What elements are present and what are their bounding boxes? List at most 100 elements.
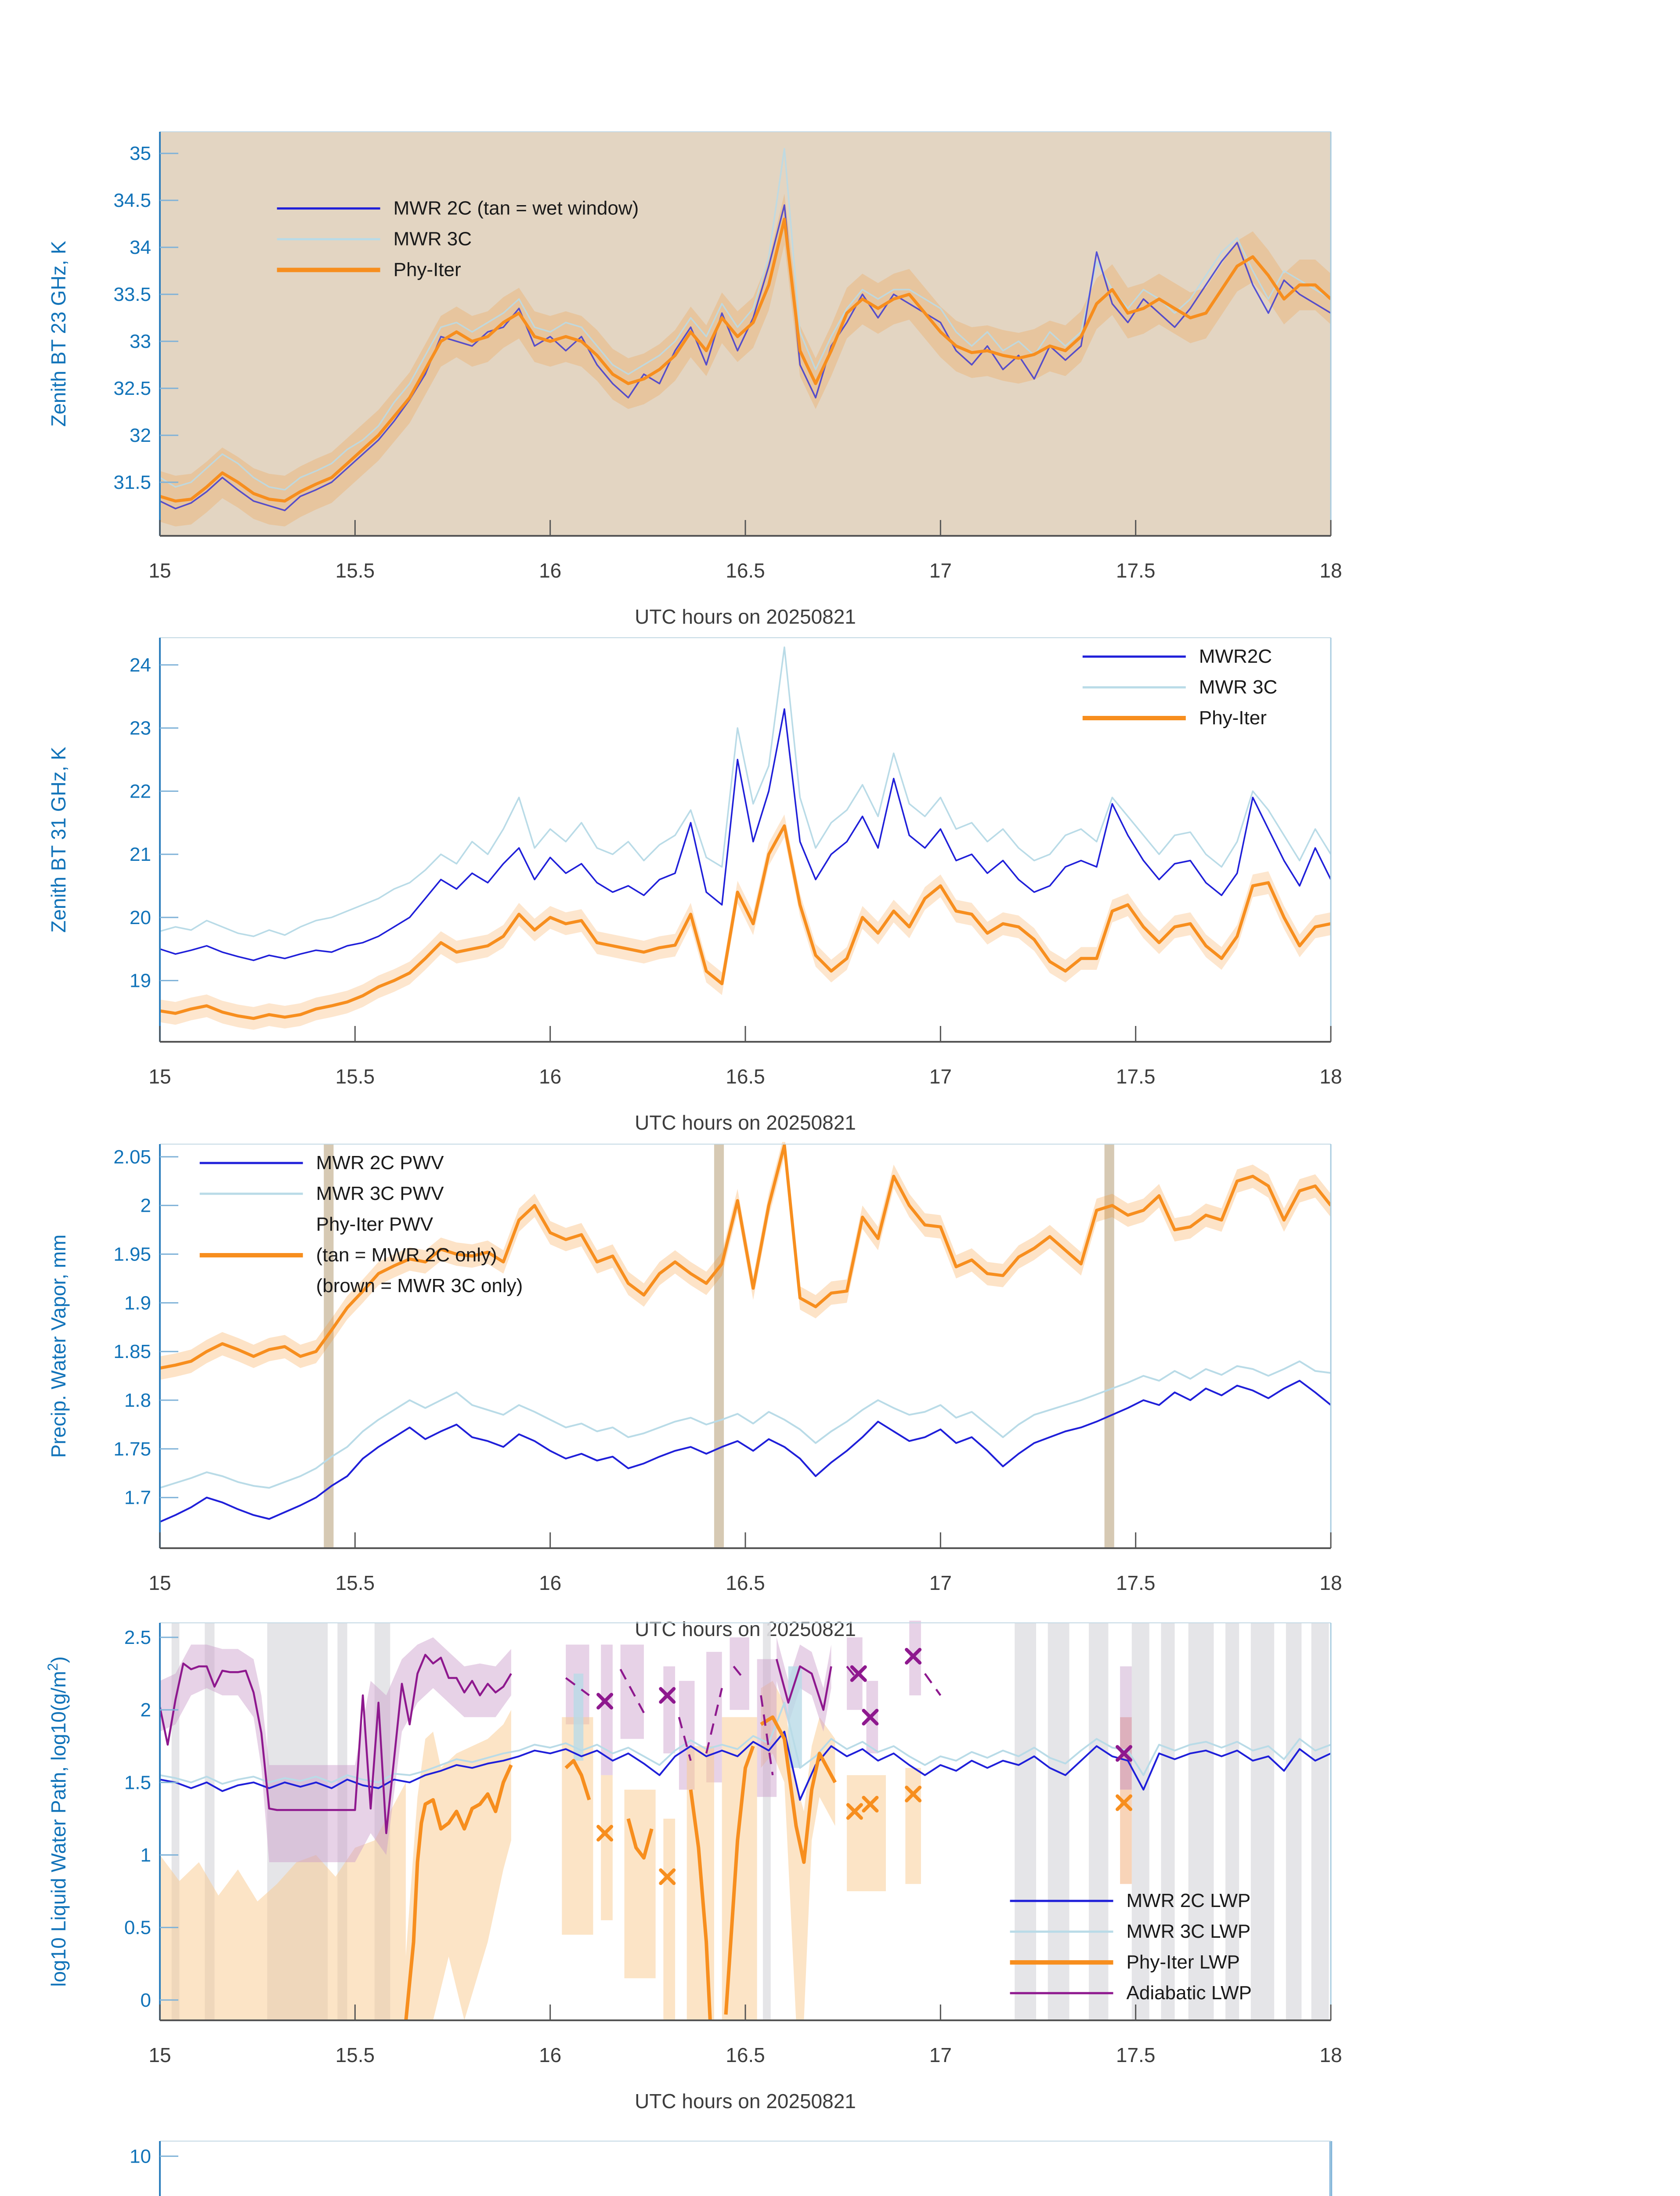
flag-band (1250, 1623, 1275, 2020)
legend-label: Phy-Iter PWV (316, 1214, 434, 1235)
flag-band (714, 1144, 724, 1548)
y-tick-label: 33.5 (113, 284, 151, 305)
y-tick-label: 21 (130, 844, 151, 865)
legend-label: MWR 3C (1199, 676, 1277, 698)
x-tick-label: 16.5 (726, 1571, 765, 1594)
series-adiabatic_dashed (705, 1688, 723, 1754)
envelope-bar (624, 1789, 656, 1979)
y-tick-label: 2.5 (124, 1627, 151, 1648)
y-tick-label: 22 (130, 780, 151, 802)
x-tick-label: 15 (148, 1571, 171, 1594)
x-tick-label: 18 (1319, 1571, 1342, 1594)
x-marker (1116, 1794, 1133, 1811)
legend-label: Phy-Iter (394, 259, 461, 281)
x-tick-label: 17.5 (1116, 2044, 1156, 2066)
uncertainty-envelope (160, 194, 1331, 527)
series-phyiter (160, 824, 1331, 1020)
series-adiabatic (160, 1654, 512, 1835)
y-tick-label: 23 (130, 718, 151, 739)
x-tick-label: 17 (929, 1065, 952, 1088)
flag-band (1311, 1623, 1329, 2020)
x-tick-label: 18 (1319, 2044, 1342, 2066)
x-tick-label: 17.5 (1116, 559, 1156, 582)
series-mwr2c (160, 1380, 1331, 1523)
legend: MWR 2C (tan = wet window) MWR 3C Phy-Iter (277, 198, 639, 281)
series-phyiter (160, 1143, 1331, 1370)
uncertainty-envelope (160, 1142, 1331, 1380)
x-tick-label: 16.5 (726, 2044, 765, 2066)
x-marker (659, 1868, 676, 1885)
x-tick-label: 17.5 (1116, 1571, 1156, 1594)
x-tick-label: 15.5 (336, 2044, 375, 2066)
y-tick-label: 0 (141, 1990, 151, 2011)
legend-label: Phy-Iter (1199, 707, 1267, 729)
y-tick-label: 24 (130, 654, 151, 676)
series-adiabatic_dashed (760, 1695, 774, 1776)
legend-label: (tan = MWR 2C only) (316, 1244, 497, 1266)
legend-label: MWR 3C PWV (316, 1183, 444, 1204)
y-tick-label: 1 (141, 1844, 151, 1866)
flag-band (324, 1144, 334, 1548)
x-axis-label: UTC hours on 20250821 (635, 605, 856, 628)
x-marker (596, 1693, 614, 1710)
envelope-bar (663, 1666, 676, 1754)
x-tick-label: 18 (1319, 559, 1342, 582)
flag-band (1048, 1623, 1069, 2020)
flag-band (1089, 1623, 1109, 2020)
x-tick-label: 15.5 (336, 559, 375, 582)
uncertainty-envelope (160, 1782, 406, 2020)
envelope-bar (847, 1775, 886, 1892)
series-phyiter (564, 1759, 591, 1801)
y-tick-label: 1.7 (124, 1487, 151, 1509)
y-tick-label: 1.8 (124, 1390, 151, 1411)
x-marker (905, 1785, 922, 1802)
legend-label: Phy-Iter LWP (1127, 1951, 1240, 1973)
panel-pwv: 1.7 1.75 1.8 1.85 1.9 1.95 2 2.05 15 15.5 16 16.5 17… (47, 1142, 1342, 1640)
flag-band (1188, 1623, 1214, 2020)
x-tick-label: 15 (148, 2044, 171, 2066)
y-tick-label: 32 (130, 425, 151, 446)
envelope-bar (757, 1659, 777, 1797)
x-axis-label: UTC hours on 20250821 (635, 2090, 856, 2113)
x-marker (905, 1647, 922, 1665)
y-tick-label: 33 (130, 331, 151, 352)
y-tick-label: 1.9 (124, 1292, 151, 1314)
envelope-bar (905, 1768, 921, 1884)
y-tick-label: 1.95 (113, 1244, 151, 1265)
x-tick-label: 16 (539, 1571, 561, 1594)
x-tick-label: 15.5 (336, 1571, 375, 1594)
y-tick-label: 35 (130, 143, 151, 164)
y-axis-label: Zenith BT 23 GHz, K (47, 241, 70, 427)
legend-label: Adiabatic LWP (1127, 1982, 1252, 2004)
y-axis-label: Zenith BT 31 GHz, K (47, 747, 70, 933)
legend-label: MWR2C (1199, 646, 1272, 667)
flag-band (1286, 1623, 1302, 2020)
legend-label: MWR 3C LWP (1127, 1921, 1251, 1942)
series-mwr2c (160, 1730, 1331, 1801)
y-axis-label: log10 Liquid Water Path, log10(g/m2) (45, 1656, 70, 1987)
legend: MWR 2C PWV MWR 3C PWV Phy-Iter PWV (tan = M… (199, 1152, 523, 1297)
x-marker (862, 1708, 879, 1726)
x-marker (850, 1665, 867, 1682)
flag-band (1104, 1144, 1114, 1548)
legend-label: MWR 3C (394, 228, 472, 250)
y-tick-label: 19 (130, 970, 151, 992)
legend-label: MWR 2C (tan = wet window) (394, 198, 639, 219)
x-tick-label: 18 (1319, 1065, 1342, 1088)
series-mwr3c (160, 646, 1331, 937)
x-marker (862, 1795, 879, 1813)
legend-label: MWR 2C PWV (316, 1152, 444, 1174)
series-phyiter (160, 217, 1331, 503)
series-phyiter (724, 1745, 755, 2015)
series-adiabatic_dashed (846, 1665, 860, 1682)
uncertainty-envelope (405, 1710, 511, 2020)
series-adiabatic_dashed (565, 1677, 590, 1696)
y-tick-label: 31.5 (113, 472, 151, 493)
panel-bt31: 19 20 21 22 23 24 15 15.5 16 16.5 17 17.5 18 Zenith B… (47, 637, 1342, 1134)
legend-label: (brown = MWR 3C only) (316, 1275, 523, 1297)
series-adiabatic_dashed (678, 1717, 692, 1761)
envelope-bar (663, 1818, 676, 2020)
y-tick-label: 32.5 (113, 378, 151, 399)
